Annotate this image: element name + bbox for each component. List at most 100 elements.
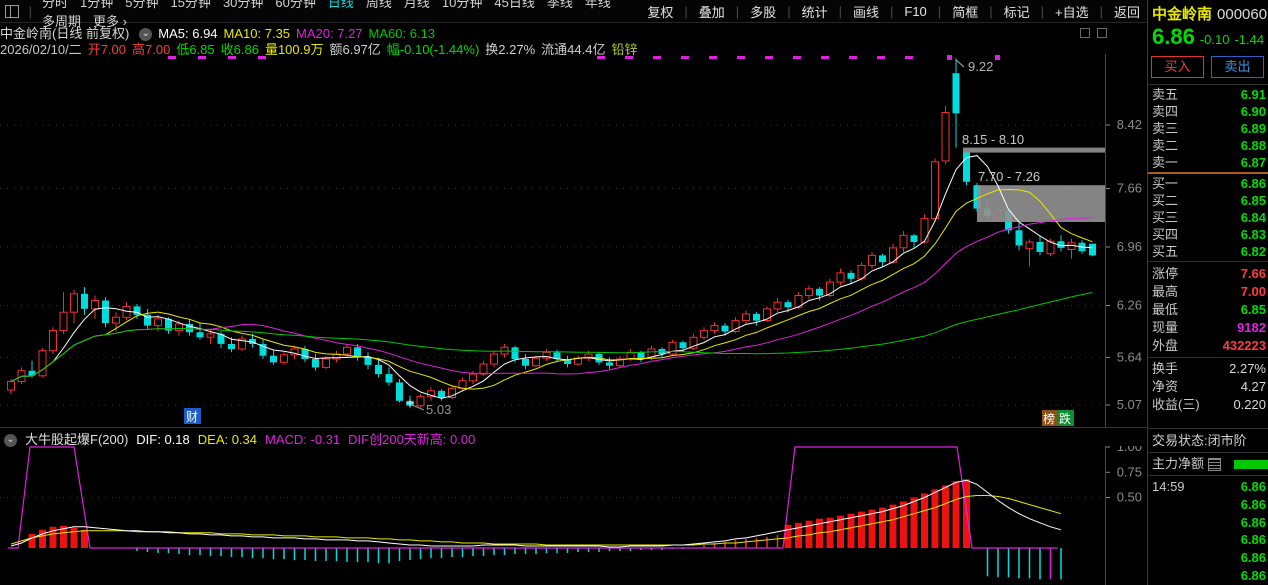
stat-最高: 最高 7.00 <box>1152 284 1266 299</box>
indicator-name: 大牛股起爆F(200) <box>25 432 129 447</box>
peak-price-label: 9.22 <box>968 59 993 74</box>
period-tab-5分钟[interactable]: 5分钟 <box>125 0 159 10</box>
toolbar-button-统计[interactable]: 统计 <box>801 4 828 20</box>
stock-header: 中金岭南 000060 <box>1152 3 1268 24</box>
chart-title-row: 中金岭南(日线 前复权) ⌄ MA5: 6.94 MA10: 7.35 MA20: 7.… <box>0 23 1147 42</box>
stat-外盘: 外盘 432223 <box>1152 338 1266 353</box>
ohlc-info: 低6.85 <box>176 42 215 57</box>
chevron-down-icon[interactable]: ⌄ <box>139 28 153 42</box>
ohlc-info: 铅锌 <box>611 42 638 57</box>
last-price: 6.86 <box>1152 24 1195 49</box>
list-icon <box>1208 458 1222 472</box>
buy-level-买二[interactable]: 买二 6.85 <box>1152 193 1266 208</box>
tick-row: 6.86 <box>1240 496 1266 512</box>
sell-button[interactable]: 卖出 <box>1211 56 1264 78</box>
ma-label: MA10: 7.35 <box>223 26 291 41</box>
buy-level-买五[interactable]: 买五 6.82 <box>1152 244 1266 259</box>
ma5-line <box>10 155 1093 399</box>
period-tab-分时[interactable]: 分时 <box>41 0 68 10</box>
sell-level-卖五[interactable]: 卖五 6.91 <box>1152 87 1266 102</box>
toolbar-separator: | <box>838 3 842 19</box>
ohlc-info: 流通44.4亿 <box>541 42 606 57</box>
main-net-inflow[interactable]: 主力净额 <box>1148 455 1268 472</box>
toolbar-button-F10[interactable]: F10 <box>904 3 927 19</box>
period-tab-45日线[interactable]: 45日线 <box>494 0 535 10</box>
tick-row: 14:59 6.86 <box>1152 479 1266 494</box>
ohlc-info: 量100.9万 <box>264 42 324 57</box>
ohlc-info: 额6.97亿 <box>329 42 381 57</box>
toolbar-separator: | <box>937 3 942 19</box>
chart-title: 中金岭南(日线 前复权) <box>0 26 130 41</box>
price-change-pct: -1.44 <box>1234 32 1265 47</box>
svg-text:0.75: 0.75 <box>1117 464 1142 479</box>
dea-line <box>10 495 1062 546</box>
tick-row: 6.86 <box>1240 568 1266 583</box>
period-tab-更多 ›[interactable]: 更多 › <box>93 14 127 29</box>
period-tab-季线[interactable]: 季线 <box>546 0 573 10</box>
sell-level-卖二[interactable]: 卖二 6.88 <box>1152 138 1266 153</box>
stat-最低: 最低 6.85 <box>1152 302 1266 317</box>
ohlc-info: 2026/02/10/二 <box>0 42 82 57</box>
period-tab-15分钟[interactable]: 15分钟 <box>170 0 211 10</box>
svg-text:财: 财 <box>186 410 198 424</box>
svg-text:0.50: 0.50 <box>1117 490 1142 505</box>
price-change: -0.10 <box>1199 32 1230 47</box>
ohlc-info: 收6.86 <box>220 42 259 57</box>
trade-status: 交易状态:闭市阶 <box>1152 433 1247 448</box>
indicator-header-row: ⌄ 大牛股起爆F(200) DIF: 0.18 DEA: 0.34 MACD: -0.3… <box>0 429 1147 448</box>
indicator-values: DIF: 0.18 DEA: 0.34 MACD: -0.31 DIF创200天新高:… <box>136 432 483 447</box>
quote-panel: 中金岭南 000060 6.86 -0.10 -1.44 买入 卖出 卖五 6.91 … <box>1147 0 1268 585</box>
svg-text:7.66: 7.66 <box>1117 181 1142 196</box>
toolbar-right-buttons: 复权 | 叠加 | 多股 | 统计 | 画线 | F10 | 简框 | 标记 | +自选 | 返回 <box>640 2 1147 21</box>
buy-level-买四[interactable]: 买四 6.83 <box>1152 227 1266 242</box>
stat-收益(三): 收益(三) 0.220 <box>1152 397 1266 412</box>
pane-maximize-icon[interactable] <box>1092 26 1113 41</box>
stat-现量: 现量 9182 <box>1152 320 1266 335</box>
ohlc-info: 高7.00 <box>132 42 171 57</box>
period-tab-1分钟[interactable]: 1分钟 <box>80 0 114 10</box>
stat-净资: 净资 4.27 <box>1152 379 1266 394</box>
toolbar-button-标记[interactable]: 标记 <box>1003 4 1030 20</box>
period-tab-10分钟[interactable]: 10分钟 <box>441 0 483 10</box>
toolbar-button-画线[interactable]: 画线 <box>852 4 879 20</box>
stat-涨停: 涨停 7.66 <box>1152 266 1266 281</box>
sell-level-卖四[interactable]: 卖四 6.90 <box>1152 104 1266 119</box>
trade-buttons: 买入 卖出 <box>1151 56 1268 78</box>
pane-restore-icon[interactable] <box>1075 26 1096 41</box>
chart-info-row: 2026/02/10/二 开7.00 高7.00 低6.85 收6.86 量100.9万额… <box>0 39 1147 57</box>
svg-text:6.26: 6.26 <box>1117 298 1142 313</box>
period-tab-月线[interactable]: 月线 <box>403 0 430 10</box>
main-net-bar <box>1234 460 1268 469</box>
indicator-value-label: DIF: 0.18 <box>136 432 190 447</box>
period-tab-年线[interactable]: 年线 <box>584 0 611 10</box>
sell-level-卖一[interactable]: 卖一 6.87 <box>1152 155 1266 170</box>
buy-level-买三[interactable]: 买三 6.84 <box>1152 210 1266 225</box>
main-candlestick-chart[interactable]: 8.42 7.66 6.96 6.26 5.64 5.07 9.22 8.15 - 8.10 7… <box>0 54 1147 427</box>
event-tag-cai: 财 <box>184 408 201 424</box>
toolbar-button-复权[interactable]: 复权 <box>647 4 674 20</box>
period-tab-周线[interactable]: 周线 <box>365 0 392 10</box>
toolbar-button-叠加[interactable]: 叠加 <box>698 4 725 20</box>
indicator-chart[interactable]: 1.00 0.75 0.50 <box>0 439 1147 585</box>
toolbar-separator: | <box>684 3 688 19</box>
period-tab-30分钟[interactable]: 30分钟 <box>222 0 264 10</box>
chevron-down-icon[interactable]: ⌄ <box>4 434 17 448</box>
tick-row: 6.86 <box>1240 514 1266 530</box>
toolbar-button-返回[interactable]: 返回 <box>1113 4 1140 20</box>
buy-button[interactable]: 买入 <box>1151 56 1204 78</box>
period-tab-60分钟[interactable]: 60分钟 <box>275 0 316 10</box>
period-tab-多周期[interactable]: 多周期 <box>41 14 81 29</box>
layout-panels-icon[interactable] <box>5 4 19 18</box>
svg-text:6.96: 6.96 <box>1117 239 1142 254</box>
toolbar-button-+自选[interactable]: +自选 <box>1055 4 1089 20</box>
sell-level-卖三[interactable]: 卖三 6.89 <box>1152 121 1266 136</box>
indicator-value-label: DEA: 0.34 <box>197 432 258 447</box>
pane-divider[interactable] <box>0 427 1147 428</box>
bid-ask-divider <box>1148 172 1268 174</box>
toolbar-button-简框[interactable]: 简框 <box>952 4 979 20</box>
period-tab-日线[interactable]: 日线 <box>327 0 354 10</box>
buy-level-买一[interactable]: 买一 6.86 <box>1152 176 1266 191</box>
gap2-label: 7.70 - 7.26 <box>978 169 1040 184</box>
tick-row: 6.86 <box>1240 532 1266 548</box>
toolbar-button-多股[interactable]: 多股 <box>750 4 777 20</box>
